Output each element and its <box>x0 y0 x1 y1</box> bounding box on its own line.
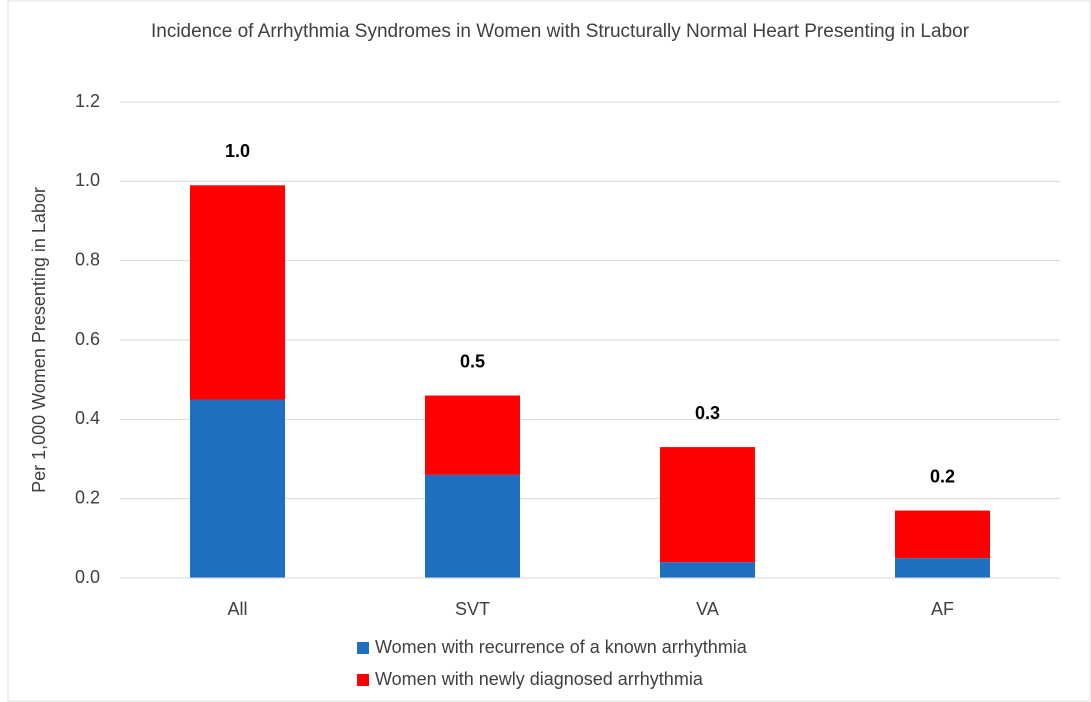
y-tick-label: 0.2 <box>75 487 100 507</box>
total-label: 0.2 <box>930 466 955 486</box>
x-tick-label: AF <box>931 599 954 619</box>
legend-label: Women with recurrence of a known arrhyth… <box>375 637 748 657</box>
chart-title: Incidence of Arrhythmia Syndromes in Wom… <box>150 21 970 42</box>
y-tick-label: 1.0 <box>75 170 100 190</box>
y-axis-label: Per 1,000 Women Presenting in Labor <box>29 187 49 493</box>
chart-frame <box>7 0 1091 702</box>
bar-segment <box>660 447 755 563</box>
y-tick-label: 0.8 <box>75 249 100 269</box>
bar-segment <box>190 185 285 400</box>
x-tick-label: VA <box>696 599 719 619</box>
y-tick-label: 0.4 <box>75 408 100 428</box>
bar-segment <box>895 558 990 578</box>
legend-swatch <box>357 642 369 654</box>
total-label: 1.0 <box>225 141 250 161</box>
bar-segment <box>895 510 990 559</box>
total-label: 0.5 <box>460 351 485 371</box>
legend-swatch <box>357 674 369 686</box>
bar-segment <box>425 474 520 578</box>
bar-segment <box>190 399 285 578</box>
x-tick-label: SVT <box>455 599 490 619</box>
legend-label: Women with newly diagnosed arrhythmia <box>375 669 704 689</box>
x-tick-label: All <box>227 599 247 619</box>
bar-segment <box>425 395 520 475</box>
y-tick-label: 1.2 <box>75 91 100 111</box>
total-label: 0.3 <box>695 403 720 423</box>
y-tick-label: 0.6 <box>75 329 100 349</box>
y-tick-label: 0.0 <box>75 567 100 587</box>
bar-segment <box>660 562 755 578</box>
